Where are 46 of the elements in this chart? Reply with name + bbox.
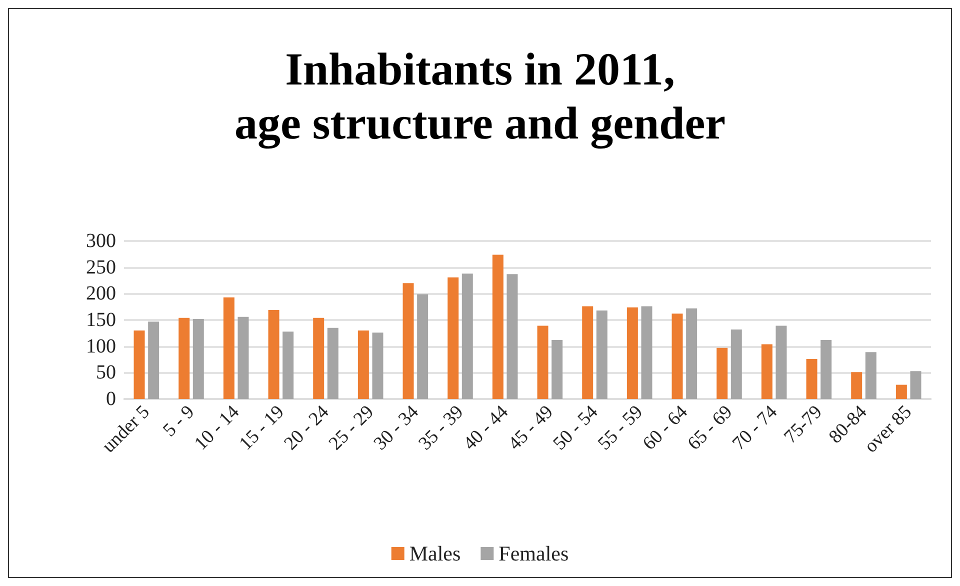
legend-label: Males	[409, 542, 461, 566]
bar	[492, 254, 504, 399]
bar	[268, 310, 280, 399]
bar	[417, 294, 428, 399]
bar	[806, 358, 818, 399]
y-tick-label: 50	[96, 362, 116, 384]
bar	[716, 348, 728, 399]
bar	[820, 340, 832, 399]
bar	[851, 372, 862, 399]
bar	[506, 274, 518, 399]
bar	[865, 352, 876, 399]
bar	[686, 308, 698, 399]
bar	[730, 329, 742, 399]
y-tick-label: 0	[106, 388, 116, 410]
y-tick-label: 250	[86, 256, 116, 278]
bar	[776, 326, 787, 399]
bar	[192, 318, 204, 399]
bar	[327, 328, 338, 399]
bar	[178, 318, 190, 399]
bar	[238, 316, 249, 399]
y-tick-label: 150	[86, 309, 116, 331]
bar	[552, 340, 563, 399]
bar	[582, 306, 594, 399]
bar	[910, 371, 922, 399]
y-tick-label: 200	[86, 282, 116, 305]
bar	[313, 318, 324, 399]
bar	[282, 332, 294, 399]
bar	[372, 332, 384, 399]
bar	[448, 277, 459, 399]
bar	[462, 274, 473, 399]
bar	[641, 306, 652, 399]
y-tick-label: 300	[86, 230, 116, 252]
bar	[148, 322, 160, 399]
bar	[358, 330, 369, 399]
chart-title: Inhabitants in 2011, age structure and gender	[234, 44, 726, 150]
legend-label: Females	[498, 542, 569, 566]
bar	[402, 283, 414, 399]
bar	[537, 326, 548, 399]
bar	[672, 314, 683, 399]
bar	[223, 297, 234, 399]
bar	[626, 307, 638, 399]
bar	[134, 330, 145, 399]
y-tick-label: 100	[86, 335, 116, 358]
bar	[761, 344, 772, 399]
bar	[896, 384, 907, 399]
bar	[596, 310, 608, 399]
